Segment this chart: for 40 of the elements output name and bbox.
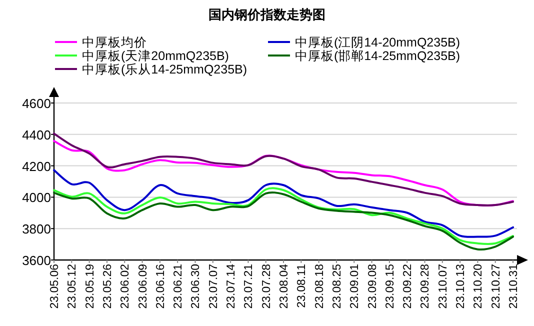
- legend-label: 中厚板(乐从14-25mmQ235B): [82, 62, 248, 76]
- x-tick-label: 23.10.27: [490, 264, 502, 309]
- y-tick-label: 3600: [22, 253, 51, 268]
- x-tick-label: 23.05.12: [66, 264, 79, 309]
- x-tick-label: 23.10.31: [508, 264, 520, 309]
- line-series: [53, 169, 514, 238]
- y-tick-label: 4000: [22, 190, 51, 206]
- x-tick-label: 23.07.07: [208, 264, 220, 309]
- x-tick-label: 23.07.21: [243, 264, 256, 309]
- x-tick-label: 23.09.01: [349, 264, 362, 309]
- x-tick-label: 23.06.02: [120, 264, 132, 309]
- legend-label: 中厚板均价: [82, 36, 147, 50]
- x-tick-label: 23.08.04: [278, 263, 290, 309]
- x-tick-label: 23.09.08: [366, 264, 379, 309]
- y-tick-label: 4200: [22, 158, 51, 174]
- y-tick-label: 4600: [22, 96, 51, 111]
- y-tick-label: 4400: [22, 127, 51, 142]
- x-tick-label: 23.07.14: [226, 263, 238, 309]
- x-tick-label: 23.09.22: [402, 264, 414, 309]
- x-tick-label: 23.08.18: [314, 264, 326, 309]
- x-tick-label: 23.08.25: [331, 264, 344, 309]
- legend-label: 中厚板(邯郸14-25mmQ235B): [295, 49, 460, 63]
- x-tick-label: 23.08.11: [296, 264, 308, 308]
- chart-title: 国内钢价指数走势图: [208, 7, 326, 22]
- x-tick-label: 23.06.09: [137, 264, 150, 309]
- x-tick-label: 23.06.30: [190, 264, 202, 309]
- x-tick-label: 23.10.20: [472, 264, 485, 309]
- x-tick-label: 23.06.21: [172, 264, 185, 309]
- legend-label: 中厚板(天津20mmQ235B): [82, 49, 229, 63]
- x-tick-label: 23.07.28: [260, 264, 273, 309]
- legend-label: 中厚板(江阴14-20mmQ235B): [295, 36, 460, 50]
- x-tick-label: 23.06.16: [154, 264, 167, 309]
- x-tick-label: 23.09.28: [420, 264, 432, 309]
- x-tick-label: 23.10.13: [455, 264, 468, 309]
- x-tick-label: 23.05.19: [84, 264, 96, 309]
- x-tick-label: 23.05.26: [102, 264, 114, 309]
- y-tick-label: 3800: [22, 222, 51, 237]
- x-tick-label: 23.10.07: [437, 264, 450, 309]
- x-tick-label: 23.09.15: [384, 264, 396, 309]
- x-tick-label: 23.05.06: [49, 264, 61, 309]
